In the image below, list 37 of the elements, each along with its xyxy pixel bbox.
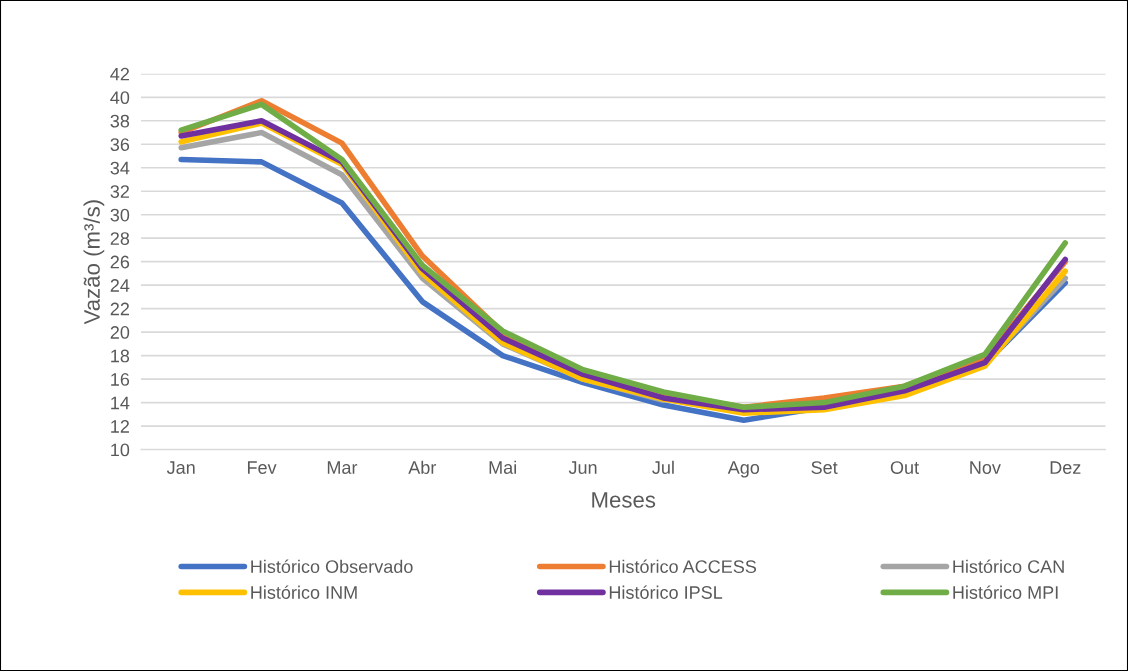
x-tick-label: Fev xyxy=(247,461,277,474)
x-axis-title: Meses xyxy=(592,492,656,508)
y-tick-label: 24 xyxy=(110,279,130,292)
y-tick-label: 16 xyxy=(111,373,130,386)
y-tick-label: 26 xyxy=(110,255,130,269)
y-tick-label: 42 xyxy=(110,67,129,81)
y-tick-label: 30 xyxy=(110,208,130,222)
y-tick-label: 14 xyxy=(111,396,130,410)
y-tick-label: 10 xyxy=(111,443,130,457)
legend-label: Histórico CAN xyxy=(953,559,1064,574)
y-tick-label: 36 xyxy=(110,138,130,151)
y-axis-title: Vazão (m³/s) xyxy=(83,200,105,325)
y-tick-label: 40 xyxy=(110,91,130,105)
y-tick-label: 20 xyxy=(110,326,130,339)
x-tick-label: Abr xyxy=(408,460,437,474)
y-tick-label: 34 xyxy=(110,161,130,175)
legend-label: Histórico MPI xyxy=(953,585,1058,599)
legend-label: Histórico ACCESS xyxy=(609,559,757,574)
x-tick-label: Mai xyxy=(489,460,516,474)
x-tick-label: Jun xyxy=(568,461,597,474)
y-tick-label: 12 xyxy=(111,420,129,433)
legend-label: Histórico IPSL xyxy=(609,585,723,599)
x-tick-label: Jan xyxy=(166,461,195,474)
y-tick-label: 32 xyxy=(110,185,129,198)
legend-label: Histórico INM xyxy=(251,585,357,599)
y-tick-label: 38 xyxy=(110,114,130,128)
y-tick-label: 18 xyxy=(111,349,130,363)
y-tick-label: 28 xyxy=(110,232,130,245)
x-tick-label: Mar xyxy=(327,461,358,474)
x-tick-label: Dez xyxy=(1050,461,1081,474)
x-tick-label: Nov xyxy=(970,461,1001,474)
x-tick-label: Set xyxy=(811,461,838,474)
x-tick-label: Jul xyxy=(652,460,674,474)
legend-label: Histórico Observado xyxy=(251,559,413,574)
x-tick-label: Ago xyxy=(727,461,760,478)
x-tick-label: Out xyxy=(890,461,919,474)
y-tick-label: 22 xyxy=(110,302,129,316)
